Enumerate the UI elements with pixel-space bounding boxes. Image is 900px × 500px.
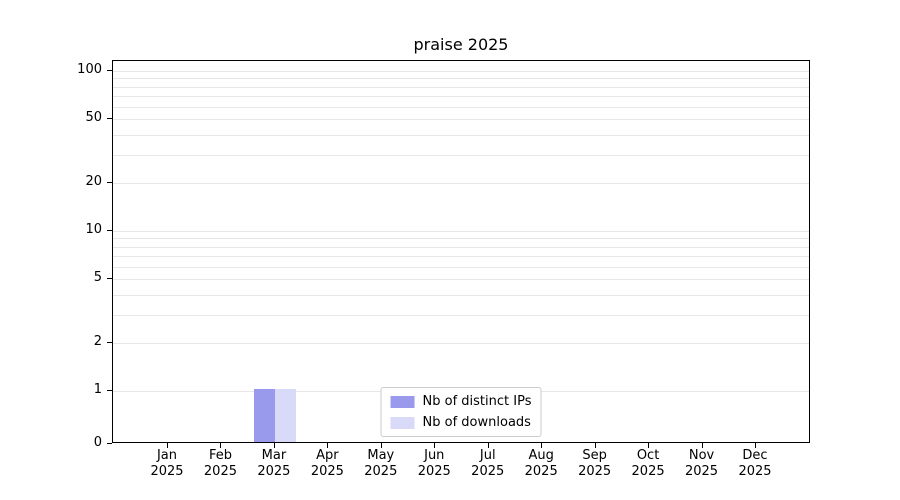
gridline bbox=[113, 71, 809, 72]
y-tick-label: 5 bbox=[93, 270, 102, 286]
x-tick-year: 2025 bbox=[471, 464, 505, 479]
x-tick-label: May 2025 bbox=[353, 448, 409, 480]
gridline bbox=[113, 314, 809, 316]
x-tick-year: 2025 bbox=[738, 464, 772, 479]
x-tick-month: Apr bbox=[316, 448, 339, 463]
x-tick-label: Jun 2025 bbox=[406, 448, 462, 480]
x-tick bbox=[701, 443, 703, 448]
y-tick bbox=[107, 341, 112, 343]
x-tick-year: 2025 bbox=[524, 464, 558, 479]
legend-swatch bbox=[390, 395, 415, 408]
y-tick bbox=[107, 230, 112, 231]
x-tick-year: 2025 bbox=[257, 464, 291, 479]
x-tick bbox=[541, 443, 543, 448]
y-tick-label: 2 bbox=[93, 333, 102, 349]
y-tick bbox=[107, 278, 112, 280]
x-tick bbox=[755, 443, 756, 448]
x-tick bbox=[220, 443, 222, 448]
x-tick-month: Mar bbox=[261, 448, 287, 463]
legend-item: Nb of downloads bbox=[390, 415, 532, 430]
x-tick bbox=[273, 443, 275, 448]
gridline bbox=[113, 246, 809, 248]
y-tick-label: 0 bbox=[93, 435, 102, 450]
x-tick-year: 2025 bbox=[150, 464, 184, 479]
x-tick-label: Apr 2025 bbox=[299, 448, 355, 480]
gridline bbox=[113, 119, 809, 121]
x-tick bbox=[380, 443, 382, 448]
gridline bbox=[113, 154, 809, 156]
plot-area: Nb of distinct IPs Nb of downloads bbox=[112, 60, 810, 443]
x-tick bbox=[648, 443, 650, 448]
legend-item: Nb of distinct IPs bbox=[390, 394, 532, 409]
y-tick-label: 10 bbox=[85, 222, 102, 237]
x-tick-month: Jun bbox=[424, 448, 445, 463]
x-tick-label: Oct 2025 bbox=[620, 448, 676, 480]
x-tick bbox=[167, 443, 168, 448]
x-tick-year: 2025 bbox=[631, 464, 665, 479]
x-tick-month: Aug bbox=[528, 448, 554, 463]
gridline bbox=[113, 238, 809, 240]
x-tick-year: 2025 bbox=[578, 464, 612, 479]
y-tick-label: 50 bbox=[85, 110, 102, 126]
y-tick-label: 20 bbox=[85, 173, 102, 189]
gridline bbox=[113, 78, 809, 80]
x-tick-month: Oct bbox=[636, 448, 660, 463]
x-tick-month: Jan bbox=[156, 448, 178, 463]
gridline bbox=[113, 86, 809, 88]
y-tick bbox=[107, 390, 112, 391]
y-tick bbox=[107, 443, 112, 444]
legend: Nb of distinct IPs Nb of downloads bbox=[380, 387, 542, 437]
y-tick bbox=[107, 70, 112, 71]
x-tick-label: Jul 2025 bbox=[460, 448, 516, 480]
x-tick-label: Dec 2025 bbox=[727, 448, 783, 480]
x-tick-month: Nov bbox=[688, 448, 715, 463]
x-tick-label: Sep 2025 bbox=[567, 448, 623, 480]
x-tick-month: May bbox=[367, 448, 395, 463]
bar bbox=[274, 389, 297, 442]
gridline bbox=[113, 342, 809, 344]
gridline bbox=[113, 255, 809, 257]
y-tick-label: 100 bbox=[77, 62, 102, 77]
x-tick bbox=[487, 443, 489, 448]
x-tick-label: Nov 2025 bbox=[674, 448, 730, 480]
legend-swatch bbox=[390, 416, 415, 429]
y-tick bbox=[107, 118, 112, 120]
x-tick-year: 2025 bbox=[684, 464, 719, 479]
gridline bbox=[113, 95, 809, 97]
x-tick bbox=[434, 443, 436, 448]
x-tick-label: Feb 2025 bbox=[192, 448, 248, 480]
legend-label: Nb of distinct IPs bbox=[422, 394, 532, 409]
gridline bbox=[113, 294, 809, 296]
gridline bbox=[113, 279, 809, 281]
legend-label: Nb of downloads bbox=[422, 415, 531, 430]
x-tick-month: Dec bbox=[742, 448, 768, 463]
chart-title: praise 2025 bbox=[413, 35, 509, 54]
gridline bbox=[113, 134, 809, 136]
gridline bbox=[113, 231, 809, 232]
gridline bbox=[113, 266, 809, 268]
y-tick bbox=[107, 181, 112, 183]
x-tick-label: Jan 2025 bbox=[139, 448, 195, 480]
x-tick-month: Feb bbox=[208, 448, 232, 463]
gridline bbox=[113, 182, 809, 184]
x-tick-year: 2025 bbox=[310, 464, 344, 479]
gridline bbox=[113, 106, 809, 108]
x-tick-year: 2025 bbox=[364, 464, 398, 479]
x-tick-year: 2025 bbox=[417, 464, 451, 479]
x-tick-month: Sep bbox=[582, 448, 607, 463]
x-tick-year: 2025 bbox=[203, 464, 237, 479]
bar bbox=[253, 389, 275, 442]
x-tick-label: Mar 2025 bbox=[246, 448, 302, 480]
x-tick-month: Jul bbox=[479, 448, 496, 463]
x-tick bbox=[327, 443, 329, 448]
x-tick bbox=[594, 443, 596, 448]
y-tick-label: 1 bbox=[93, 382, 102, 397]
x-tick-label: Aug 2025 bbox=[513, 448, 569, 480]
